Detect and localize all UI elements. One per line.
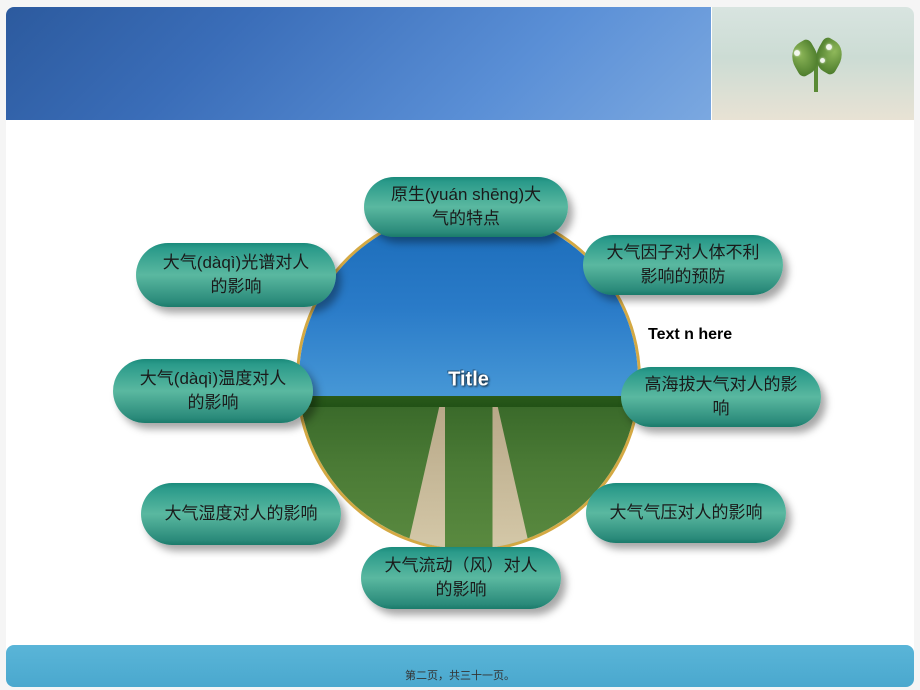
footer-bar: 第二页，共三十一页。: [6, 645, 914, 687]
center-title: Title: [448, 368, 489, 391]
slide-container: Title Text n here 原生(yuán shēng)大气的特点 大气…: [6, 7, 914, 687]
bubble-top-right: 大气因子对人体不利影响的预防: [583, 235, 783, 295]
bubble-right-label: 高海拔大气对人的影响: [641, 373, 801, 421]
bubble-bottom-label: 大气流动（风）对人的影响: [381, 554, 541, 602]
bubble-bottom-left-label: 大气湿度对人的影响: [165, 502, 318, 526]
bubble-bottom-right-label: 大气气压对人的影响: [610, 501, 763, 525]
footer-page-text: 第二页，共三十一页。: [405, 667, 515, 683]
bubble-bottom-left: 大气湿度对人的影响: [141, 483, 341, 545]
bubble-top-right-label: 大气因子对人体不利影响的预防: [603, 241, 763, 289]
header-gradient-bar: [6, 7, 711, 120]
bubble-top-left-label: 大气(dàqì)光谱对人的影响: [156, 251, 316, 299]
bubble-left: 大气(dàqì)温度对人的影响: [113, 359, 313, 423]
header-photo-sprout: [712, 7, 914, 120]
bubble-top: 原生(yuán shēng)大气的特点: [364, 177, 568, 237]
side-label-text: Text n here: [648, 326, 732, 344]
bubble-right: 高海拔大气对人的影响: [621, 367, 821, 427]
bubble-top-left: 大气(dàqì)光谱对人的影响: [136, 243, 336, 307]
bubble-bottom-right: 大气气压对人的影响: [586, 483, 786, 543]
bubble-top-label: 原生(yuán shēng)大气的特点: [384, 183, 548, 231]
bubble-bottom: 大气流动（风）对人的影响: [361, 547, 561, 609]
sprout-icon: [782, 32, 852, 102]
bubble-left-label: 大气(dàqì)温度对人的影响: [133, 367, 293, 415]
